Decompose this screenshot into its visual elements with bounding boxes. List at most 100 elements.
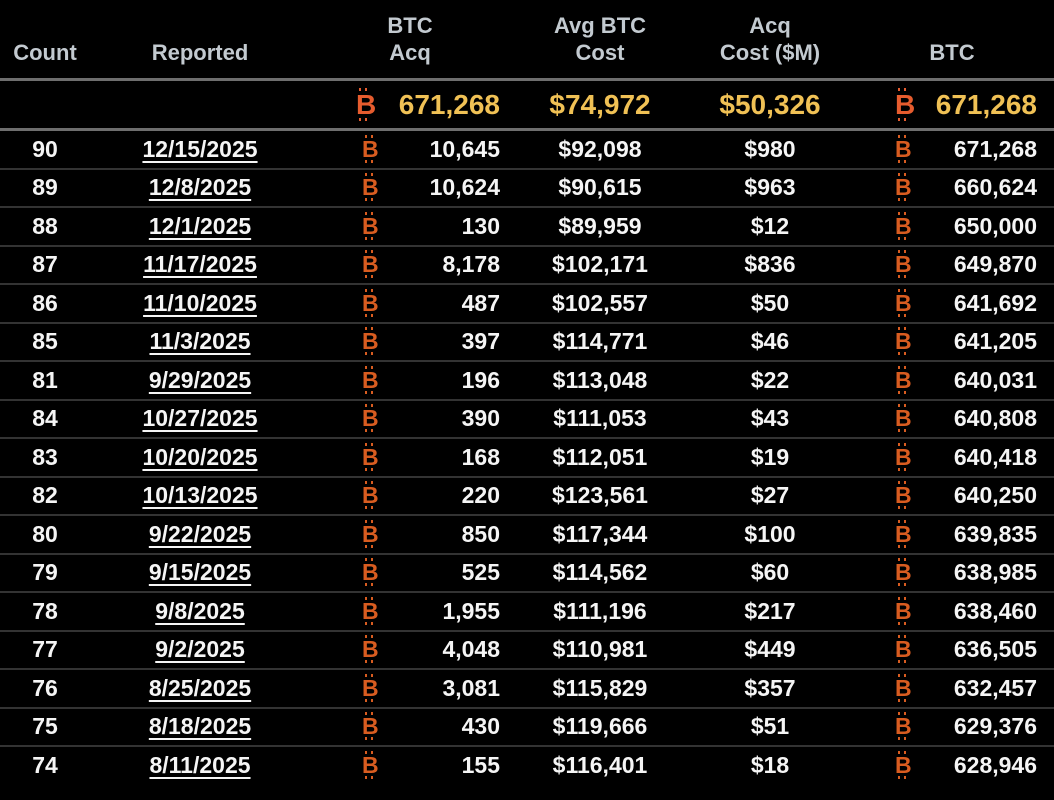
bitcoin-icon: B bbox=[362, 712, 379, 741]
avg-btc-cost-value: $119,666 bbox=[552, 713, 648, 740]
reported-date-link[interactable]: 9/2/2025 bbox=[155, 636, 245, 663]
reported-cell: 10/13/2025 bbox=[90, 482, 310, 509]
avg-btc-cost-value: $123,561 bbox=[552, 482, 648, 509]
reported-date-link[interactable]: 12/15/2025 bbox=[142, 135, 258, 162]
purchase-count-cell: 81 bbox=[32, 366, 58, 393]
reported-date-link[interactable]: 9/22/2025 bbox=[148, 520, 252, 547]
table-row: 86 11/10/2025 B 487 $102,557 $50 B 641,6… bbox=[0, 283, 1054, 322]
btc-acq-cell: B 168 bbox=[310, 442, 510, 471]
bitcoin-icon: B bbox=[895, 365, 912, 394]
reported-cell: 12/15/2025 bbox=[90, 136, 310, 163]
acq-cost-value: $217 bbox=[744, 597, 796, 624]
btc-acq-cell: B 10,624 bbox=[310, 173, 510, 202]
table-row: 87 11/17/2025 B 8,178 $102,171 $836 B 64… bbox=[0, 244, 1054, 284]
table-row: 89 12/8/2025 B 10,624 $90,615 $963 B 660… bbox=[0, 167, 1054, 207]
reported-cell: 9/8/2025 bbox=[90, 598, 310, 625]
btc-holdings-value: 639,835 bbox=[953, 520, 1037, 547]
bitcoin-icon: B bbox=[895, 596, 912, 625]
btc-holdings-value: 629,376 bbox=[953, 713, 1037, 740]
btc-acq-value: 10,624 bbox=[429, 174, 500, 201]
avg-btc-cost-value: $115,829 bbox=[552, 674, 648, 701]
bitcoin-icon: B bbox=[895, 87, 916, 121]
acq-cost-value: $19 bbox=[750, 443, 790, 470]
btc-holdings-value: 640,250 bbox=[953, 482, 1037, 509]
avg-btc-cost-value: $117,344 bbox=[552, 520, 648, 547]
btc-holdings-value: 640,418 bbox=[953, 443, 1037, 470]
acq-cost-value: $43 bbox=[750, 405, 790, 432]
bitcoin-icon: B bbox=[362, 558, 379, 587]
bitcoin-icon: B bbox=[362, 750, 379, 779]
table-row: 75 8/18/2025 B 430 $119,666 $51 B 629,37… bbox=[0, 706, 1054, 746]
header-count: Count bbox=[0, 40, 90, 78]
reported-date-link[interactable]: 8/11/2025 bbox=[149, 751, 251, 778]
btc-acq-value: 390 bbox=[461, 405, 500, 432]
acq-cost-value: $357 bbox=[744, 674, 796, 701]
btc-holdings-value: 650,000 bbox=[953, 212, 1037, 239]
btc-holdings-value: 628,946 bbox=[953, 751, 1037, 778]
purchase-count-cell: 77 bbox=[32, 636, 58, 663]
btc-holdings-cell: B 649,870 bbox=[850, 250, 1054, 279]
table-row: 88 12/1/2025 B 130 $89,959 $12 B 650,000 bbox=[0, 206, 1054, 245]
reported-date-link[interactable]: 11/3/2025 bbox=[149, 328, 251, 355]
btc-acq-value: 3,081 bbox=[442, 674, 500, 701]
btc-holdings-value: 649,870 bbox=[953, 251, 1037, 278]
purchase-count-cell: 84 bbox=[32, 405, 58, 432]
header-avg-btc-cost-line2: Cost bbox=[575, 40, 625, 66]
reported-cell: 8/11/2025 bbox=[90, 752, 310, 779]
btc-holdings-cell: B 638,460 bbox=[850, 596, 1054, 625]
header-reported-label: Reported bbox=[151, 40, 249, 66]
reported-date-link[interactable]: 12/8/2025 bbox=[148, 174, 252, 201]
header-avg-btc-cost: Avg BTC Cost bbox=[510, 13, 690, 78]
avg-btc-cost-value: $110,981 bbox=[552, 636, 648, 663]
purchase-count-cell: 89 bbox=[32, 174, 58, 201]
table-header-row: Count Reported BTC Acq Avg BTC Cost Acq … bbox=[0, 0, 1054, 78]
reported-date-link[interactable]: 10/27/2025 bbox=[142, 405, 258, 432]
acq-cost-value: $836 bbox=[744, 251, 796, 278]
btc-holdings-cell: B 640,418 bbox=[850, 442, 1054, 471]
bitcoin-icon: B bbox=[895, 635, 912, 664]
avg-btc-cost-value: $102,557 bbox=[552, 289, 648, 316]
purchase-count-cell: 82 bbox=[32, 482, 58, 509]
btc-holdings-value: 660,624 bbox=[953, 174, 1037, 201]
table-row: 83 10/20/2025 B 168 $112,051 $19 B 640,4… bbox=[0, 437, 1054, 476]
header-acq-cost: Acq Cost ($M) bbox=[690, 13, 850, 78]
reported-date-link[interactable]: 12/1/2025 bbox=[148, 212, 252, 239]
summary-btc-holdings-cell: B 671,268 bbox=[850, 87, 1054, 121]
btc-holdings-cell: B 632,457 bbox=[850, 673, 1054, 702]
reported-date-link[interactable]: 9/15/2025 bbox=[148, 559, 252, 586]
reported-cell: 9/2/2025 bbox=[90, 636, 310, 663]
bitcoin-icon: B bbox=[895, 558, 912, 587]
btc-holdings-cell: B 629,376 bbox=[850, 712, 1054, 741]
reported-cell: 9/22/2025 bbox=[90, 521, 310, 548]
btc-holdings-cell: B 639,835 bbox=[850, 519, 1054, 548]
header-btc-acq-line1: BTC bbox=[387, 13, 433, 39]
bitcoin-icon: B bbox=[362, 134, 379, 163]
summary-divider bbox=[0, 128, 1054, 131]
table-row: 77 9/2/2025 B 4,048 $110,981 $449 B 636,… bbox=[0, 629, 1054, 669]
avg-btc-cost-value: $111,053 bbox=[553, 405, 647, 432]
bitcoin-icon: B bbox=[362, 173, 379, 202]
header-reported: Reported bbox=[90, 40, 310, 78]
reported-date-link[interactable]: 9/8/2025 bbox=[155, 597, 245, 624]
reported-date-link[interactable]: 11/17/2025 bbox=[143, 251, 257, 278]
purchase-count-cell: 88 bbox=[32, 212, 58, 239]
bitcoin-icon: B bbox=[895, 327, 912, 356]
summary-acq-cost-total: $50,326 bbox=[719, 88, 821, 120]
btc-holdings-cell: B 641,205 bbox=[850, 327, 1054, 356]
avg-btc-cost-value: $92,098 bbox=[558, 135, 642, 162]
btc-acq-cell: B 196 bbox=[310, 365, 510, 394]
header-avg-btc-cost-line1: Avg BTC bbox=[553, 13, 647, 39]
acq-cost-value: $18 bbox=[750, 751, 790, 778]
reported-date-link[interactable]: 11/10/2025 bbox=[143, 289, 257, 316]
btc-holdings-value: 671,268 bbox=[953, 135, 1037, 162]
reported-date-link[interactable]: 9/29/2025 bbox=[148, 366, 252, 393]
reported-date-link[interactable]: 10/20/2025 bbox=[142, 443, 258, 470]
reported-date-link[interactable]: 10/13/2025 bbox=[142, 482, 258, 509]
reported-date-link[interactable]: 8/25/2025 bbox=[148, 674, 252, 701]
btc-holdings-value: 636,505 bbox=[953, 636, 1037, 663]
btc-acq-value: 430 bbox=[461, 713, 500, 740]
acq-cost-value: $60 bbox=[750, 559, 790, 586]
reported-cell: 11/10/2025 bbox=[90, 290, 310, 317]
table-row: 90 12/15/2025 B 10,645 $92,098 $980 B 67… bbox=[0, 131, 1054, 168]
reported-date-link[interactable]: 8/18/2025 bbox=[148, 713, 252, 740]
